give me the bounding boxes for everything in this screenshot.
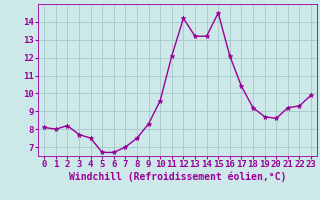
X-axis label: Windchill (Refroidissement éolien,°C): Windchill (Refroidissement éolien,°C) — [69, 172, 286, 182]
